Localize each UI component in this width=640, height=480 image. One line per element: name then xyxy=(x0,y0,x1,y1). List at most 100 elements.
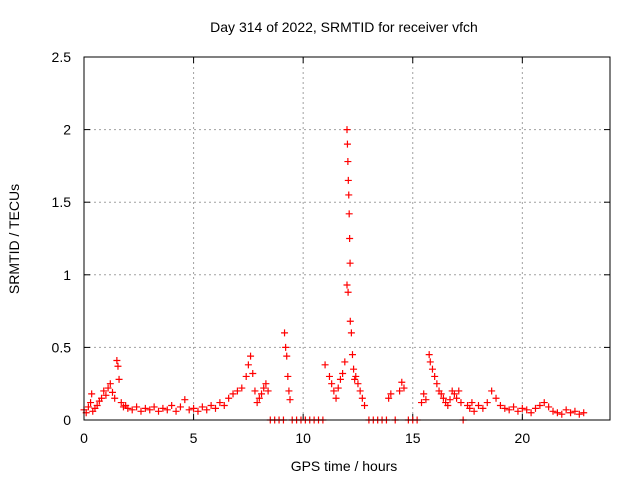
data-point xyxy=(159,404,167,412)
y-tick-labels: 0 0.5 1 1.5 2 2.5 xyxy=(52,49,72,428)
data-point xyxy=(330,387,338,395)
data-point xyxy=(98,394,106,402)
y-tick-label: 2 xyxy=(63,122,71,138)
data-point xyxy=(479,404,487,412)
data-point xyxy=(496,401,504,409)
data-point xyxy=(571,407,579,415)
data-point xyxy=(198,403,206,411)
data-point xyxy=(361,401,369,409)
data-point xyxy=(433,380,441,388)
chart-title: Day 314 of 2022, SRMTID for receiver vfc… xyxy=(210,19,478,35)
data-point xyxy=(455,387,463,395)
data-point xyxy=(344,288,352,296)
data-point xyxy=(185,406,193,414)
data-point xyxy=(163,406,171,414)
data-point xyxy=(345,191,353,199)
data-point xyxy=(203,406,211,414)
data-point xyxy=(115,375,123,383)
data-point xyxy=(358,394,366,402)
data-point xyxy=(344,176,352,184)
data-point xyxy=(155,407,163,415)
data-point xyxy=(344,158,352,166)
data-point xyxy=(518,404,526,412)
data-point xyxy=(426,358,434,366)
data-point xyxy=(332,394,340,402)
x-tick-label: 20 xyxy=(515,430,531,446)
data-point xyxy=(527,409,535,417)
x-tick-label: 15 xyxy=(405,430,421,446)
data-point xyxy=(536,401,544,409)
data-point xyxy=(422,396,430,404)
data-point xyxy=(483,399,491,407)
plot-frame xyxy=(83,56,611,421)
x-tick-label: 5 xyxy=(190,430,198,446)
data-point xyxy=(437,390,445,398)
data-point xyxy=(343,140,351,148)
data-point xyxy=(396,387,404,395)
data-series-srmtid xyxy=(80,126,588,424)
data-point xyxy=(475,401,482,409)
data-point xyxy=(212,404,219,412)
data-point xyxy=(100,387,108,395)
data-point xyxy=(466,404,474,412)
data-point xyxy=(176,403,184,411)
data-point xyxy=(114,362,122,370)
data-point xyxy=(104,384,112,392)
x-axis-label: GPS time / hours xyxy=(291,458,398,474)
data-point xyxy=(334,384,342,392)
data-point xyxy=(488,387,496,395)
data-point xyxy=(128,406,136,414)
data-point xyxy=(281,329,289,337)
data-point xyxy=(172,407,180,415)
data-point xyxy=(207,401,215,409)
data-point xyxy=(398,378,406,386)
data-point xyxy=(106,380,114,388)
data-point xyxy=(346,259,354,267)
data-point xyxy=(88,390,96,398)
data-point xyxy=(558,410,566,418)
data-point xyxy=(146,406,154,414)
data-point xyxy=(439,394,447,402)
data-point xyxy=(446,396,454,404)
data-point xyxy=(137,407,145,415)
data-point xyxy=(428,365,436,373)
data-point xyxy=(102,391,110,399)
x-tick-label: 10 xyxy=(295,430,311,446)
data-point xyxy=(141,404,149,412)
data-point xyxy=(124,404,132,412)
data-point xyxy=(531,404,539,412)
data-point xyxy=(253,399,261,407)
data-point xyxy=(420,390,428,398)
data-point xyxy=(282,343,290,351)
data-point xyxy=(575,410,583,418)
data-point xyxy=(540,399,548,407)
data-point xyxy=(229,390,237,398)
data-point xyxy=(346,317,354,325)
y-tick-label: 2.5 xyxy=(52,49,72,65)
data-point xyxy=(553,409,561,417)
y-tick-label: 0 xyxy=(63,412,71,428)
data-point xyxy=(468,399,476,407)
data-point xyxy=(453,394,461,402)
data-point xyxy=(285,387,293,395)
data-point xyxy=(264,387,272,395)
data-point xyxy=(343,281,351,289)
data-point xyxy=(108,388,116,396)
data-point xyxy=(505,406,513,414)
y-tick-label: 1 xyxy=(63,267,71,283)
data-point xyxy=(567,409,575,417)
data-point xyxy=(510,403,518,411)
data-point xyxy=(492,394,500,402)
data-point xyxy=(545,403,553,411)
data-point xyxy=(233,387,241,395)
data-point xyxy=(470,407,478,415)
data-point xyxy=(346,235,354,242)
data-point xyxy=(181,396,189,404)
data-point xyxy=(242,372,250,380)
data-point xyxy=(168,401,176,409)
data-point xyxy=(425,351,433,359)
data-point xyxy=(431,372,439,380)
grid-lines xyxy=(84,57,610,420)
data-point xyxy=(244,361,252,369)
